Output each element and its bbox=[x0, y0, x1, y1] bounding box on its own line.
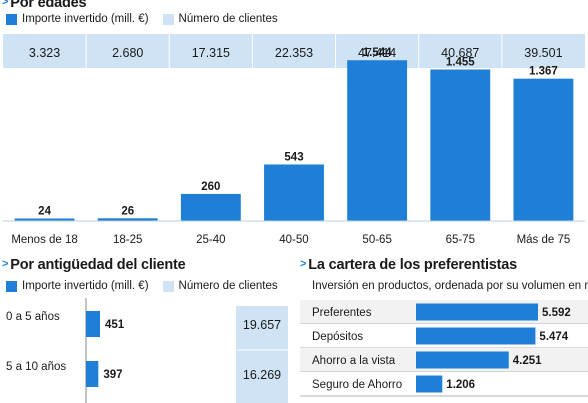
category-label: Ahorro a la vista bbox=[312, 355, 396, 367]
clients-label: 16.269 bbox=[243, 368, 281, 382]
clients-swatch bbox=[162, 280, 174, 292]
portfolio-heading: > La cartera de los preferentistas bbox=[300, 257, 517, 273]
category-label: 40-50 bbox=[279, 234, 308, 246]
ages-heading: > Por edades bbox=[2, 0, 87, 11]
portfolio-subtitle: Inversión en productos, ordenada por su … bbox=[312, 280, 588, 292]
amount-label: 26 bbox=[121, 205, 134, 217]
amount-bar bbox=[416, 303, 538, 321]
heading-marker-icon: > bbox=[300, 258, 307, 270]
seniority-chart: 0 a 5 años 451 19.657 5 a 10 años 397 16.269 bbox=[6, 298, 288, 403]
clients-label: 17.315 bbox=[192, 46, 230, 60]
ages-heading-text: Por edades bbox=[10, 0, 87, 11]
amount-bar bbox=[97, 218, 158, 221]
amount-label: 5.474 bbox=[539, 331, 568, 343]
category-label: Más de 75 bbox=[517, 234, 571, 246]
amount-bar bbox=[86, 311, 100, 337]
heading-marker-icon: > bbox=[2, 258, 9, 270]
amount-label: 1.206 bbox=[446, 379, 475, 391]
category-label: 5 a 10 años bbox=[6, 361, 66, 373]
amount-label: 4.251 bbox=[513, 355, 542, 367]
amount-label: 451 bbox=[105, 319, 125, 331]
category-label: 25-40 bbox=[196, 234, 225, 246]
clients-label: 39.501 bbox=[524, 46, 562, 60]
clients-label: 22.353 bbox=[275, 46, 313, 60]
amount-bar bbox=[416, 375, 443, 393]
amount-label: 1.544 bbox=[363, 47, 392, 59]
row-stripe bbox=[300, 372, 588, 396]
category-label: 0 a 5 años bbox=[6, 311, 60, 323]
seniority-heading: > Por antigüedad del cliente bbox=[2, 257, 186, 273]
amount-label: 260 bbox=[201, 181, 220, 193]
amount-swatch bbox=[6, 280, 17, 292]
amount-label: 24 bbox=[38, 206, 51, 218]
ages-legend-clients: Número de clientes bbox=[178, 13, 278, 25]
category-label: Menos de 18 bbox=[11, 234, 78, 246]
ages-legend: Importe invertido (mill. €) Número de cl… bbox=[6, 13, 278, 25]
ages-legend-amount: Importe invertido (mill. €) bbox=[22, 13, 149, 25]
clients-label: 3.323 bbox=[29, 46, 60, 60]
portfolio-chart: Preferentes 5.592 Depósitos 5.474 Ahorro a l… bbox=[300, 300, 588, 397]
clients-label: 19.657 bbox=[243, 318, 281, 332]
category-label: 18-25 bbox=[113, 234, 142, 246]
seniority-heading-text: Por antigüedad del cliente bbox=[10, 257, 186, 273]
amount-bar bbox=[180, 193, 241, 221]
clients-swatch bbox=[162, 13, 174, 25]
amount-label: 397 bbox=[103, 369, 122, 381]
clients-band bbox=[236, 306, 288, 403]
seniority-legend-amount: Importe invertido (mill. €) bbox=[22, 280, 149, 292]
portfolio-heading-text: La cartera de los preferentistas bbox=[308, 257, 518, 273]
amount-label: 1.455 bbox=[446, 57, 475, 69]
amount-label: 1.367 bbox=[529, 66, 558, 78]
amount-bar bbox=[416, 351, 509, 369]
seniority-legend-clients: Número de clientes bbox=[178, 280, 278, 292]
amount-bar bbox=[513, 78, 574, 221]
amount-bar bbox=[86, 361, 99, 387]
amount-label: 5.592 bbox=[542, 307, 571, 319]
category-label: 50-65 bbox=[362, 234, 391, 246]
clients-label: 2.680 bbox=[112, 46, 143, 60]
amount-bar bbox=[347, 60, 408, 221]
category-label: Depósitos bbox=[312, 331, 363, 343]
category-label: 65-75 bbox=[446, 234, 475, 246]
amount-label: 543 bbox=[284, 151, 303, 163]
clients-label: 47.414 bbox=[358, 46, 396, 60]
category-label: Seguro de Ahorro bbox=[312, 379, 402, 391]
amount-bar bbox=[416, 327, 536, 345]
clients-band bbox=[3, 34, 585, 68]
amount-bar bbox=[430, 69, 491, 221]
amount-bar bbox=[264, 164, 324, 221]
amount-bar bbox=[14, 218, 75, 221]
ages-chart: 3.323 24 Menos de 18 2.680 26 18-25 17.315 260 2… bbox=[3, 34, 585, 246]
heading-marker-icon: > bbox=[2, 0, 9, 8]
category-label: Preferentes bbox=[312, 307, 372, 319]
clients-label: 40.687 bbox=[441, 46, 479, 60]
seniority-legend: Importe invertido (mill. €) Número de cl… bbox=[6, 280, 278, 292]
amount-swatch bbox=[6, 13, 17, 25]
